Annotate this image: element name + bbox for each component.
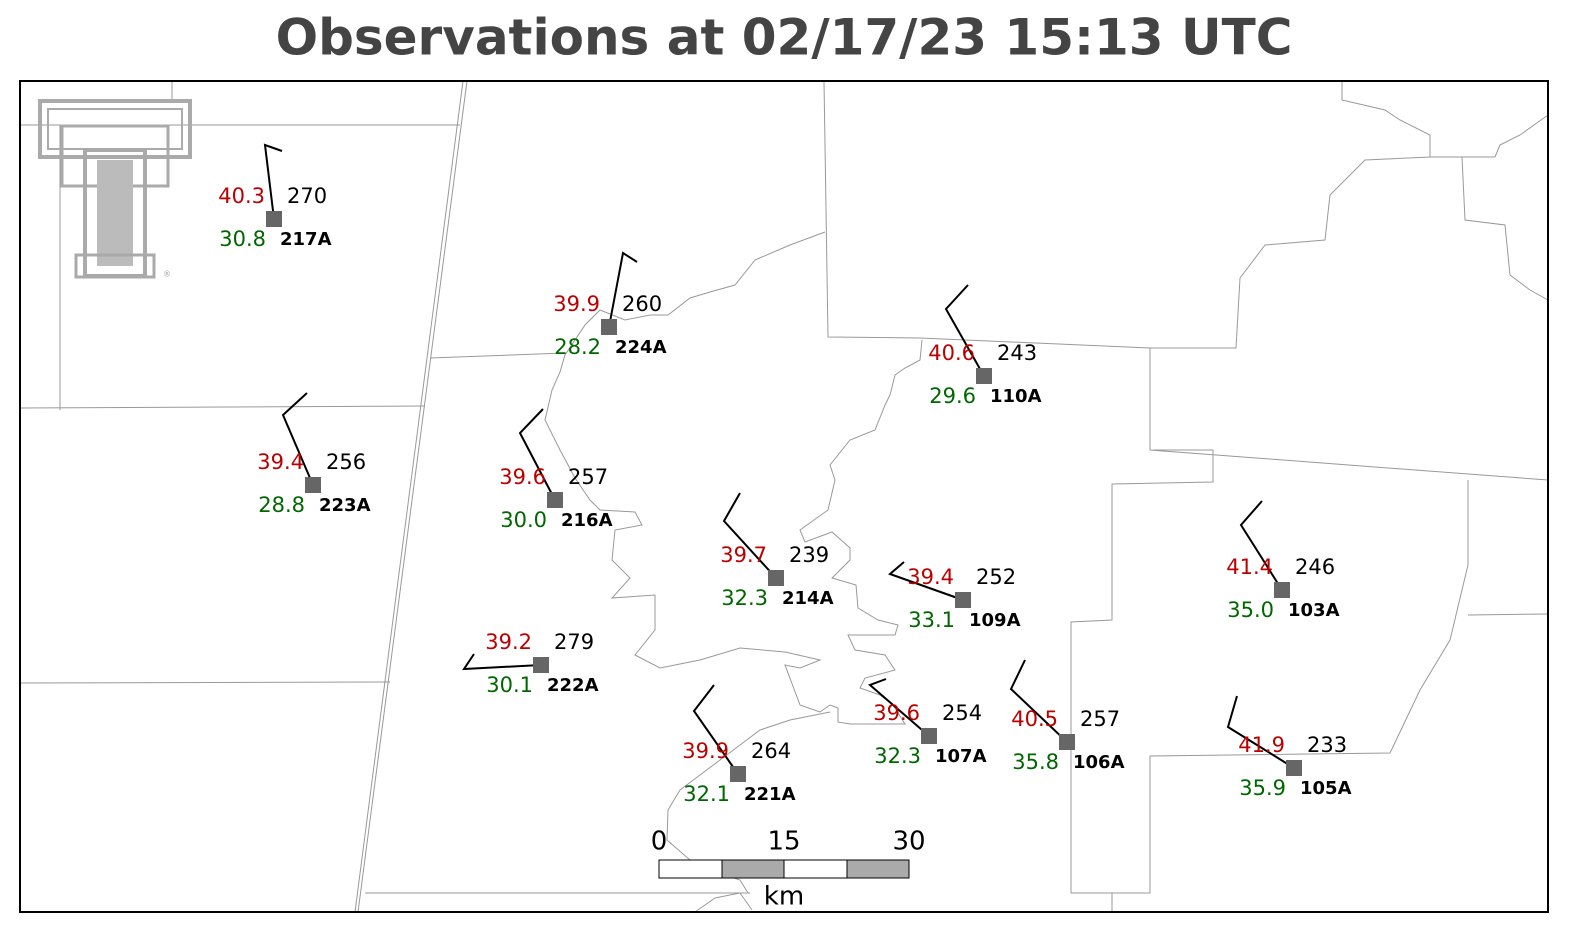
station-marker — [730, 766, 746, 782]
station-id: 217A — [280, 229, 332, 250]
observation-value: 243 — [997, 341, 1037, 365]
wind-barb — [281, 392, 314, 486]
observation-value: 239 — [789, 543, 829, 567]
dewpoint: 35.9 — [1239, 776, 1286, 800]
dewpoint: 35.0 — [1227, 598, 1274, 622]
station-marker — [1059, 734, 1075, 750]
station-marker — [955, 592, 971, 608]
temperature: 39.9 — [682, 739, 729, 763]
dewpoint: 30.8 — [219, 227, 266, 251]
dewpoint: 32.3 — [721, 586, 768, 610]
temperature: 39.7 — [720, 543, 767, 567]
wind-barb — [692, 684, 739, 775]
temperature: 40.5 — [1011, 707, 1058, 731]
wind-barb — [888, 561, 964, 601]
observation-value: 270 — [287, 184, 327, 208]
station-marker — [305, 477, 321, 493]
observation-value: 256 — [326, 450, 366, 474]
scale-bar: 0 15 30 km — [651, 827, 926, 912]
station-id: 224A — [615, 337, 667, 358]
station-id: 216A — [561, 510, 613, 531]
dewpoint: 32.3 — [874, 744, 921, 768]
title: Observations at 02/17/23 15:13 UTC — [276, 9, 1293, 67]
station-marker — [266, 211, 282, 227]
observation-value: 252 — [976, 565, 1016, 589]
scale-tick-label: 30 — [892, 827, 925, 857]
registered-mark: ® — [163, 270, 171, 279]
station-id: 105A — [1300, 778, 1352, 799]
station-id: 223A — [319, 495, 371, 516]
wind-barb — [263, 143, 283, 220]
dewpoint: 33.1 — [908, 608, 955, 632]
station-id: 103A — [1288, 600, 1340, 621]
dewpoint: 30.1 — [486, 673, 533, 697]
observation-value: 257 — [568, 465, 608, 489]
temperature: 41.9 — [1238, 733, 1285, 757]
wind-barb — [462, 653, 542, 671]
wind-barb — [1239, 500, 1283, 591]
station-marker — [1286, 760, 1302, 776]
station-marker — [533, 657, 549, 673]
station-id: 221A — [744, 784, 796, 805]
temperature: 39.4 — [257, 450, 304, 474]
wind-barb — [868, 678, 930, 737]
scale-tick-label: 15 — [767, 827, 800, 857]
dewpoint: 32.1 — [683, 782, 730, 806]
wind-barb — [1009, 659, 1068, 743]
map-frame — [19, 80, 1549, 913]
scale-unit: km — [764, 882, 804, 912]
wind-barb — [518, 408, 556, 501]
temperature: 41.4 — [1226, 555, 1273, 579]
station-id: 214A — [782, 588, 834, 609]
station-id: 109A — [969, 610, 1021, 631]
scale-tick-label: 0 — [651, 827, 668, 857]
station-marker — [976, 368, 992, 384]
station-id: 107A — [935, 746, 987, 767]
observation-value: 233 — [1307, 733, 1347, 757]
temperature: 40.3 — [218, 184, 265, 208]
station-marker — [601, 319, 617, 335]
observation-value: 254 — [942, 701, 982, 725]
station-marker — [921, 728, 937, 744]
dewpoint: 30.0 — [500, 508, 547, 532]
observation-value: 279 — [554, 630, 594, 654]
station-id: 110A — [990, 386, 1042, 407]
temperature: 39.6 — [499, 465, 546, 489]
dewpoint: 29.6 — [929, 384, 976, 408]
station-marker — [547, 492, 563, 508]
station-marker — [1274, 582, 1290, 598]
county-lines — [19, 80, 1549, 913]
wind-barb — [608, 251, 638, 328]
wind-barb — [1226, 695, 1295, 769]
dewpoint: 28.2 — [554, 335, 601, 359]
observation-value: 257 — [1080, 707, 1120, 731]
observation-value: 246 — [1295, 555, 1335, 579]
station-id: 106A — [1073, 752, 1125, 773]
temperature: 39.9 — [553, 292, 600, 316]
temperature: 39.2 — [485, 630, 532, 654]
temperature: 40.6 — [928, 341, 975, 365]
logo: ® — [38, 99, 192, 279]
dewpoint: 35.8 — [1012, 750, 1059, 774]
wind-barb — [722, 492, 777, 579]
station-id: 222A — [547, 675, 599, 696]
temperature: 39.4 — [907, 565, 954, 589]
observation-value: 264 — [751, 739, 791, 763]
dewpoint: 28.8 — [258, 493, 305, 517]
observation-value: 260 — [622, 292, 662, 316]
wind-barb — [944, 284, 985, 377]
temperature: 39.6 — [873, 701, 920, 725]
station-marker — [768, 570, 784, 586]
